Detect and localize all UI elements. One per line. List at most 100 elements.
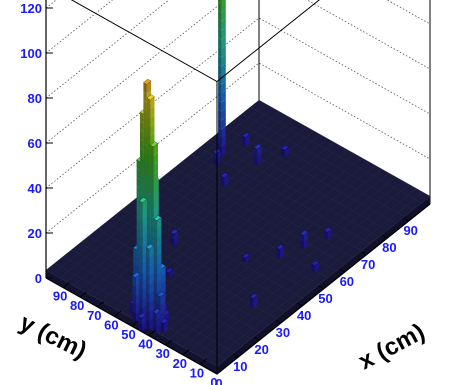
bar-face-left [153, 236, 158, 248]
histogram-bar [281, 144, 290, 158]
bar-face-left [140, 130, 144, 142]
bar-face-left [242, 135, 246, 147]
histogram-bar [276, 244, 285, 259]
bar-face-left [218, 1, 222, 13]
bar-face-left [218, 64, 222, 76]
x-tick-label: 50 [318, 291, 332, 306]
floor-bin-line [199, 147, 371, 244]
floor-bin-line [59, 107, 273, 278]
bar-face-right [216, 156, 221, 166]
bar-face-left [143, 153, 147, 164]
histogram-bar [170, 228, 179, 246]
y-tick-label: 80 [70, 298, 84, 313]
bar-face-right [221, 27, 226, 40]
bar-face-left [218, 82, 222, 94]
bar-face-left [146, 125, 151, 136]
y-tick-label: 30 [155, 346, 169, 361]
floor-bin-line [97, 229, 269, 326]
floor-bin-line [134, 149, 349, 321]
bar-face-right [153, 152, 158, 165]
bar-face-right [153, 161, 158, 174]
bar-face-left [218, 91, 222, 103]
bar-face-left [132, 275, 136, 287]
bar-face-right [221, 63, 226, 76]
bar-face-left [146, 247, 150, 259]
z-tick-label: 60 [28, 136, 42, 151]
bar-face-right [135, 283, 140, 296]
bar-face-left [139, 209, 143, 221]
bar-face-left [139, 271, 143, 283]
z-tick-label: 120 [20, 1, 42, 16]
floor-bin-line [250, 106, 422, 204]
bar-top [132, 272, 141, 278]
histogram-bar [220, 172, 229, 187]
y-tick-mark [165, 339, 173, 346]
bar-face-left [143, 126, 147, 138]
bar-face-left [150, 199, 154, 210]
x-tick-mark [232, 353, 239, 358]
bar-face-left [153, 245, 158, 257]
bar-face-left [150, 172, 154, 183]
bar-face-right [221, 108, 226, 121]
bar-face-left [136, 203, 140, 215]
bar-face-right [142, 252, 147, 265]
bar-face-right [157, 280, 162, 293]
bar-face-left [300, 240, 304, 249]
floor-bin-line [156, 181, 328, 278]
bar-face-left [165, 271, 169, 278]
floor-bin-line [175, 172, 390, 344]
x-axis-title: x (cm) [354, 318, 429, 375]
bar-face-left [140, 157, 144, 169]
x-tick-label: 30 [276, 325, 290, 340]
bar-top [156, 291, 166, 298]
bar-face-left [146, 301, 150, 313]
bar-face-left [139, 236, 143, 247]
bar-face-left [143, 109, 147, 120]
bar-face-left [139, 289, 143, 300]
y-tick-mark [216, 368, 224, 375]
floor-bin-line [93, 126, 308, 298]
bar-face-left [136, 168, 140, 180]
bar-face-right [157, 235, 162, 248]
histogram-bar [212, 148, 221, 166]
bar-face-right [245, 254, 250, 263]
y-tick-mark [182, 349, 190, 356]
bar-face-left [218, 0, 222, 4]
bar-face-left [146, 265, 150, 277]
floor-bin-line [105, 222, 277, 319]
bar-face-left [254, 147, 258, 158]
bar-face-left [140, 166, 144, 178]
bar-face-left [146, 233, 151, 244]
bar-face-left [132, 302, 136, 314]
z-tick-label: 100 [20, 46, 42, 61]
x-tick-mark [254, 336, 260, 341]
y-tick-mark [148, 330, 156, 336]
bar-face-right [142, 278, 147, 292]
bar-face-left [213, 157, 217, 166]
histogram-bar [160, 318, 169, 333]
bar-face-left [300, 233, 304, 243]
bar-face-right [153, 197, 158, 210]
histogram-bar [323, 226, 333, 240]
x-tick-mark [275, 319, 282, 324]
x-tick-label: 40 [297, 308, 311, 323]
bar-face-left [139, 218, 143, 230]
bar-face-left [143, 100, 147, 111]
bar-face-left [136, 247, 140, 258]
bar-face-left [150, 163, 154, 174]
bar-face-right [157, 262, 162, 275]
floor-bin-line [189, 180, 403, 351]
bar-face-left [146, 197, 151, 208]
bar-face-left [136, 221, 140, 232]
bar-face-right [135, 274, 140, 287]
bar-top [143, 79, 152, 85]
x-tick-mark [318, 285, 324, 290]
floor-bin-line [162, 165, 376, 336]
bar-face-left [143, 188, 147, 200]
bar-face-left [146, 116, 151, 127]
bar-face-right [157, 253, 162, 266]
bar-face-right [153, 206, 158, 219]
histogram-bar [242, 252, 251, 263]
bar-face-right [161, 265, 166, 278]
bar-face-left [143, 179, 147, 191]
